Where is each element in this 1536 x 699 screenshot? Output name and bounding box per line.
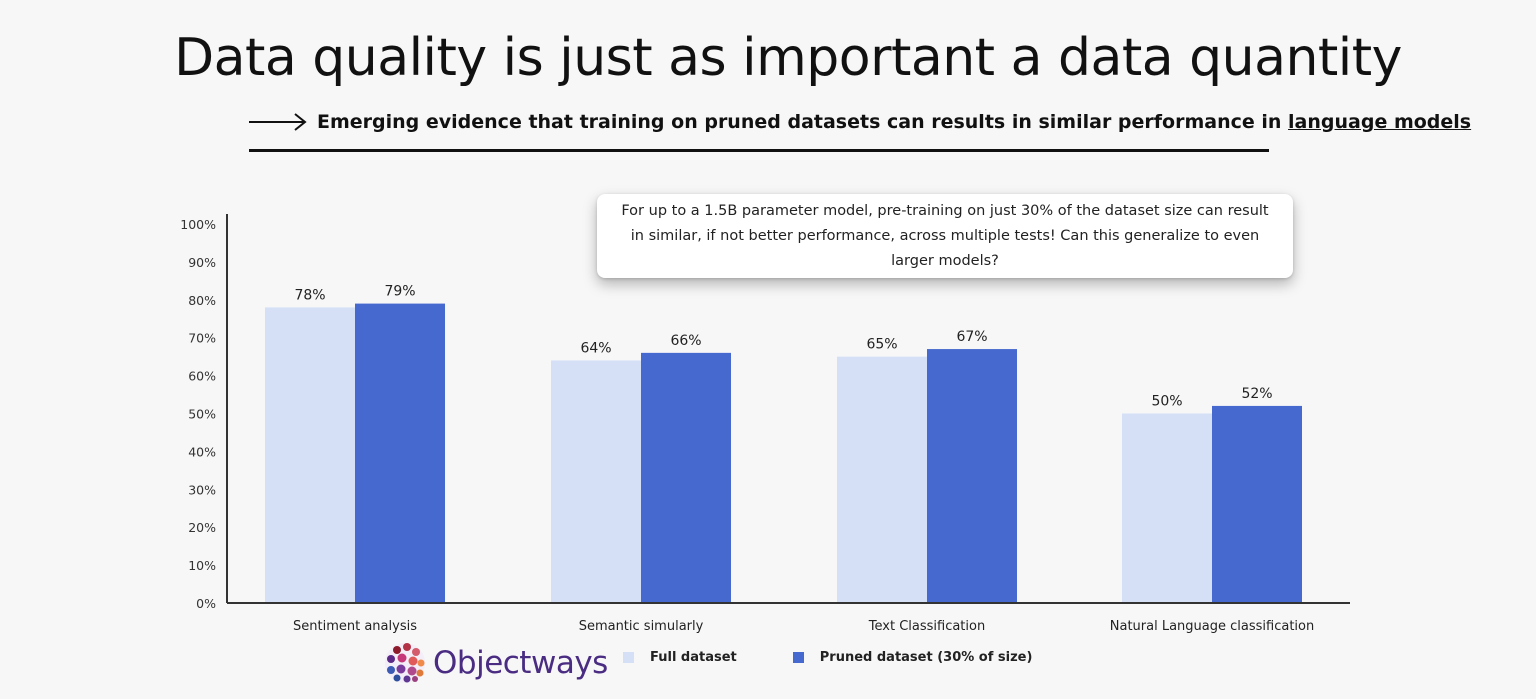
callout-box: For up to a 1.5B parameter model, pre-tr…: [597, 194, 1293, 278]
brand-logo: Objectways: [383, 640, 608, 686]
callout-text: For up to a 1.5B parameter model, pre-tr…: [621, 202, 1269, 269]
legend-item-full: Full dataset: [623, 650, 737, 665]
legend-swatch-full: [623, 652, 634, 663]
bar-full-dataset: [837, 356, 927, 603]
y-tick-label: 30%: [188, 482, 216, 497]
data-label: 79%: [384, 284, 415, 300]
bar-full-dataset: [551, 360, 641, 603]
subtitle: Emerging evidence that training on prune…: [249, 108, 1471, 136]
legend-label-pruned: Pruned dataset (30% of size): [819, 650, 1033, 665]
bar-pruned-dataset: [355, 303, 445, 603]
x-category-label: Semantic simularly: [579, 619, 704, 634]
bar-pruned-dataset: [1212, 405, 1302, 603]
bar-full-dataset: [1122, 413, 1212, 603]
bar-full-dataset: [265, 307, 355, 603]
y-tick-label: 20%: [188, 520, 216, 535]
header-divider: [249, 149, 1269, 152]
globe-logo-icon: [385, 643, 425, 683]
x-category-label: Sentiment analysis: [293, 619, 417, 634]
data-label: 65%: [866, 337, 897, 353]
data-label: 50%: [1151, 394, 1182, 410]
y-tick-label: 40%: [188, 444, 216, 459]
y-tick-label: 80%: [188, 293, 216, 308]
subtitle-link[interactable]: language models: [1288, 111, 1472, 133]
legend-item-pruned: Pruned dataset (30% of size): [792, 650, 1033, 665]
y-tick-label: 50%: [188, 407, 216, 422]
data-label: 66%: [670, 333, 701, 349]
legend-label-full: Full dataset: [650, 650, 737, 665]
subtitle-text: Emerging evidence that training on prune…: [317, 111, 1471, 133]
brand-name: Objectways: [433, 645, 608, 681]
data-label: 64%: [580, 340, 611, 356]
arrow-right-icon: [249, 113, 307, 131]
subtitle-main: Emerging evidence that training on prune…: [317, 111, 1289, 133]
y-tick-label: 100%: [180, 217, 216, 232]
y-tick-label: 10%: [188, 558, 216, 573]
chart-legend: Full dataset Pruned dataset (30% of size…: [623, 650, 1088, 665]
page-title: Data quality is just as important a data…: [174, 28, 1402, 88]
y-tick-label: 60%: [188, 369, 216, 384]
bar-pruned-dataset: [641, 352, 731, 603]
y-tick-label: 90%: [188, 255, 216, 270]
data-label: 78%: [294, 287, 325, 303]
bar-pruned-dataset: [927, 349, 1017, 603]
data-label: 67%: [956, 329, 987, 345]
x-category-label: Text Classification: [868, 619, 985, 634]
x-category-label: Natural Language classification: [1110, 619, 1314, 634]
legend-swatch-pruned: [792, 652, 804, 663]
data-label: 52%: [1241, 386, 1272, 402]
y-tick-label: 70%: [188, 331, 216, 346]
y-tick-label: 0%: [196, 596, 216, 611]
